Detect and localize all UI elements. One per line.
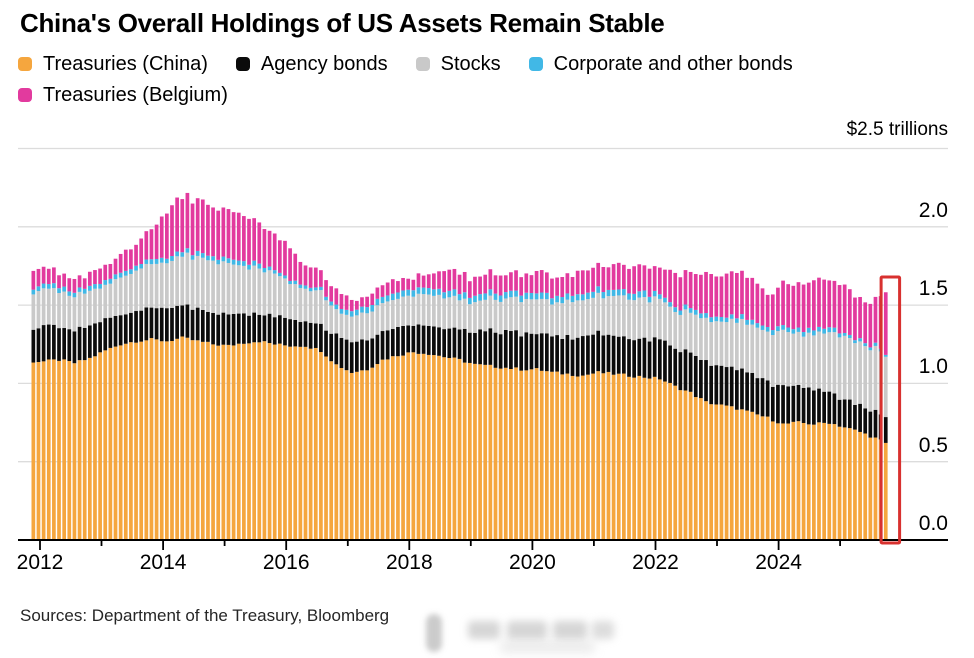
source-note: Sources: Department of the Treasury, Blo… (20, 606, 390, 625)
legend-item-2: Stocks (415, 53, 501, 75)
legend-swatch-icon (528, 57, 543, 71)
legend-swatch-icon (18, 57, 32, 71)
x-tick-label-2018: 2018 (385, 551, 433, 574)
x-tick-label-2022: 2022 (632, 551, 679, 574)
x-tick-label-2014: 2014 (139, 551, 187, 574)
legend-item-3: Corporate and other bonds (528, 53, 793, 75)
x-axis (18, 539, 948, 550)
legend: Treasuries (China) Agency bonds Stocks Corp… (18, 53, 918, 106)
legend-label: Agency bonds (260, 53, 388, 75)
bar-series (31, 192, 888, 540)
y-tick-label-2.0: 2.0 (918, 198, 948, 222)
bars-agency-bonds (31, 304, 888, 443)
watermark-blob (592, 621, 614, 639)
watermark-blob (507, 621, 547, 639)
legend-label: Treasuries (Belgium) (43, 84, 228, 106)
legend-swatch-icon (235, 57, 250, 71)
chart-title: China's Overall Holdings of US Assets Re… (20, 8, 665, 38)
x-tick-label-2020: 2020 (509, 551, 556, 574)
y-tick-label-0.5: 0.5 (918, 433, 948, 457)
highlight-box (879, 275, 902, 545)
bars-treasuries-china (31, 336, 888, 540)
legend-swatch-icon (415, 57, 430, 71)
y-tick-label-1.5: 1.5 (918, 277, 948, 301)
y-axis-unit-label: $2.5 trillions (846, 119, 948, 140)
x-tick-label-2012: 2012 (16, 551, 64, 574)
y-tick-label-0.0: 0.0 (918, 512, 948, 535)
legend-label: Stocks (440, 53, 501, 75)
watermark-blob (426, 614, 442, 652)
watermark-blob (468, 621, 500, 639)
legend-item-1: Agency bonds (235, 53, 388, 75)
legend-item-0: Treasuries (China) (18, 53, 208, 75)
legend-item-4: Treasuries (Belgium) (18, 84, 228, 106)
y-tick-label-1.0: 1.0 (918, 355, 948, 379)
bars-treasuries-belgium (31, 192, 888, 355)
bars-corporate-and-other-bonds (31, 248, 888, 357)
x-tick-label-2016: 2016 (262, 551, 310, 574)
watermark-blob (500, 641, 595, 653)
watermark-blob (553, 621, 587, 639)
legend-label: Treasuries (China) (43, 53, 208, 75)
legend-swatch-icon (18, 88, 32, 102)
legend-label: Corporate and other bonds (553, 53, 793, 75)
x-tick-label-2024: 2024 (755, 551, 802, 574)
bars-stocks (31, 252, 888, 418)
